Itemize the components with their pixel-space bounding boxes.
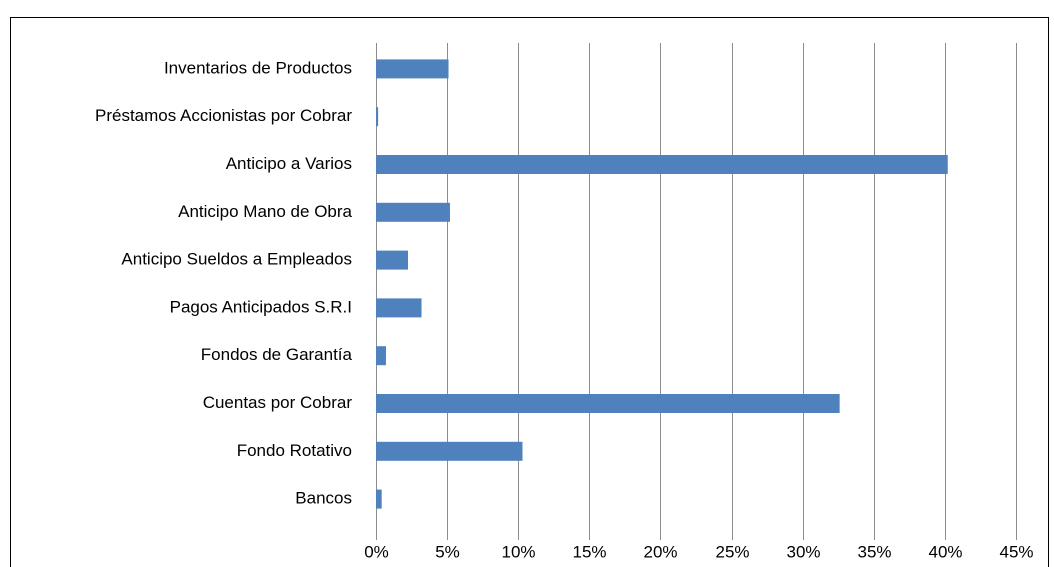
bar [376,59,449,79]
bar [376,346,386,366]
bar [376,489,382,509]
bar [376,107,379,127]
y-tick-label: Fondo Rotativo [237,441,352,460]
y-tick-label: Fondos de Garantía [201,345,353,364]
bar [376,441,523,461]
x-tick-label: 25% [715,542,749,561]
x-tick-label: 0% [364,542,389,561]
bar [376,155,948,174]
y-tick-label: Inventarios de Productos [164,58,352,77]
x-tick-label: 40% [928,542,962,561]
y-tick-label: Anticipo Mano de Obra [178,202,352,221]
bar [376,202,450,222]
x-tick-label: 45% [999,542,1033,561]
x-tick-label: 5% [435,542,460,561]
chart-frame [10,17,1049,567]
x-tick-label: 10% [501,542,535,561]
x-tick-label: 30% [786,542,820,561]
y-tick-label: Bancos [295,489,352,508]
y-tick-label: Cuentas por Cobrar [203,393,353,412]
x-tick-label: 20% [643,542,677,561]
y-tick-label: Anticipo a Varios [226,154,352,173]
x-tick-label: 15% [572,542,606,561]
bar [376,298,422,318]
bar [376,250,408,270]
x-tick-label: 35% [857,542,891,561]
y-tick-label: Pagos Anticipados S.R.I [170,297,352,316]
y-tick-label: Anticipo Sueldos a Empleados [121,250,352,269]
bar [376,394,840,413]
y-tick-label: Préstamos Accionistas por Cobrar [95,106,352,125]
